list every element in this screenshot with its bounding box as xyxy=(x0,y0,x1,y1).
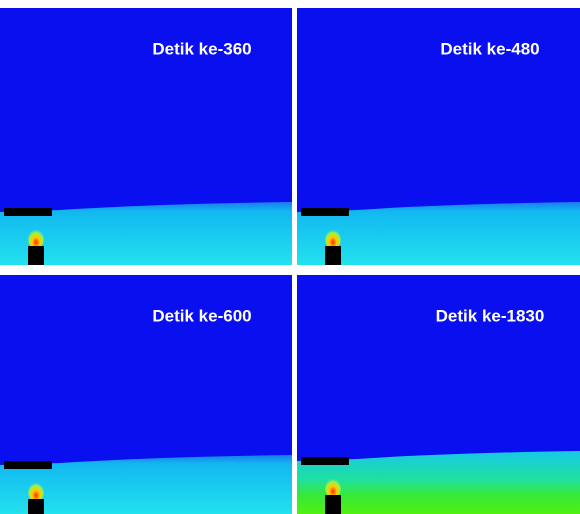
time-label: Detik ke-480 xyxy=(440,39,539,58)
burner xyxy=(28,499,44,514)
time-label: Detik ke-360 xyxy=(152,39,251,58)
shelf xyxy=(4,461,52,469)
time-label: Detik ke-600 xyxy=(152,306,251,325)
burner xyxy=(325,246,341,265)
simulation-panel: Detik ke-480 xyxy=(297,8,580,265)
time-label: Detik ke-1830 xyxy=(436,306,545,325)
simulation-panel: Detik ke-600 xyxy=(0,275,292,514)
flame xyxy=(28,227,44,249)
shelf xyxy=(301,208,349,216)
flame xyxy=(325,476,341,498)
shelf xyxy=(301,457,349,465)
flame xyxy=(28,480,44,502)
figure: Detik ke-360 Detik ke-480 Detik ke-600 Deti… xyxy=(0,0,580,514)
burner xyxy=(325,495,341,514)
simulation-panel: Detik ke-1830 xyxy=(297,275,580,514)
simulation-panel: Detik ke-360 xyxy=(0,8,292,265)
shelf xyxy=(4,208,52,216)
burner xyxy=(28,246,44,265)
flame xyxy=(325,227,341,249)
